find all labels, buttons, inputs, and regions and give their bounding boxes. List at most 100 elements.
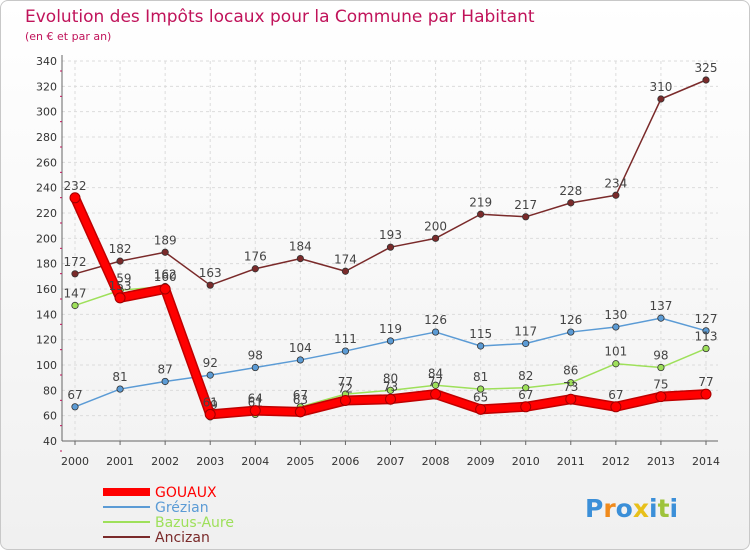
logo-letter: i: [649, 494, 658, 523]
y-tick-label: 140: [36, 308, 57, 321]
logo-letter: o: [616, 494, 633, 523]
x-tick-label: 2010: [512, 455, 540, 468]
y-tick-label: 240: [36, 182, 57, 195]
data-point: [116, 257, 124, 265]
legend-label: GOUAUX: [155, 485, 217, 501]
data-point: [702, 76, 710, 84]
data-label: 104: [289, 341, 312, 355]
y-tick-label: 260: [36, 156, 57, 169]
data-label: 193: [379, 228, 402, 242]
y-tick-label: 200: [36, 232, 57, 245]
y-tick-label: 160: [36, 283, 57, 296]
data-label: 80: [383, 371, 398, 385]
data-point: [430, 388, 442, 400]
data-label: 126: [559, 313, 582, 327]
data-label: 147: [64, 286, 87, 300]
data-label: 72: [338, 381, 353, 395]
data-label: 84: [428, 366, 443, 380]
data-point: [522, 384, 530, 392]
logo-letter: r: [603, 494, 616, 523]
y-tick-label: 60: [43, 410, 57, 423]
data-point: [477, 210, 485, 218]
data-point: [477, 385, 485, 393]
data-label: 182: [109, 242, 132, 256]
x-tick-label: 2011: [557, 455, 585, 468]
data-label: 67: [67, 388, 82, 402]
data-label: 126: [424, 313, 447, 327]
data-point: [567, 379, 575, 387]
logo-letter: P: [585, 494, 603, 523]
series-gr-zian: 67 81 87 92 98 104 111 119 126 115 117 126 130 137 127: [67, 299, 717, 411]
data-label: 176: [244, 250, 267, 264]
data-point: [116, 385, 124, 393]
data-label: 232: [64, 179, 87, 193]
data-point: [702, 344, 710, 353]
data-point: [71, 403, 79, 411]
chart-subtitle: (en € et par an): [25, 30, 111, 43]
data-point: [114, 292, 126, 304]
data-label: 111: [334, 332, 357, 346]
data-label: 75: [653, 378, 668, 392]
y-tick-label: 120: [36, 334, 57, 347]
x-tick-label: 2001: [106, 455, 134, 468]
data-point: [700, 388, 712, 400]
data-point: [206, 281, 214, 289]
data-point: [71, 270, 79, 278]
x-tick-label: 2004: [241, 455, 269, 468]
data-point: [567, 199, 575, 207]
data-label: 64: [248, 392, 263, 406]
data-point: [161, 377, 169, 386]
data-label: 228: [559, 184, 582, 198]
data-point: [431, 328, 440, 336]
data-point: [296, 255, 304, 263]
data-label: 163: [199, 266, 222, 280]
data-point: [206, 371, 214, 379]
axes: 40 60 80 100 120 140 160 180 200 220 240 260 280 300 3…: [36, 55, 720, 468]
data-label: 310: [649, 80, 672, 94]
data-label: 325: [695, 61, 718, 75]
data-label: 65: [473, 390, 488, 404]
data-point: [657, 314, 665, 322]
series-ancizan: 172 182 189 163 176 184 174 193 200 219 217 228 234 3…: [64, 61, 718, 289]
y-tick-label: 320: [36, 80, 57, 93]
data-point: [612, 323, 620, 331]
data-point: [386, 386, 395, 394]
data-label: 184: [289, 240, 312, 254]
data-label: 130: [604, 308, 627, 322]
data-label: 77: [428, 375, 443, 389]
x-tick-label: 2005: [286, 455, 314, 468]
data-point: [522, 339, 530, 348]
x-tick-label: 2014: [692, 455, 720, 468]
data-point: [204, 408, 216, 420]
data-point: [341, 347, 350, 355]
data-label: 92: [203, 356, 218, 370]
data-point: [386, 243, 395, 251]
data-point: [475, 403, 487, 415]
x-tick-label: 2000: [61, 455, 89, 468]
data-label: 189: [154, 233, 177, 247]
data-label: 98: [653, 349, 668, 363]
data-label: 81: [473, 370, 488, 384]
data-label: 73: [563, 380, 578, 394]
data-point: [567, 328, 575, 336]
data-label: 174: [334, 252, 357, 266]
data-label: 81: [112, 370, 127, 384]
series-lines: 172 182 189 163 176 184 174 193 200 219 217 228 234 3…: [64, 61, 718, 421]
data-point: [385, 393, 396, 405]
x-tick-label: 2006: [331, 455, 359, 468]
data-label: 63: [293, 393, 308, 407]
data-point: [251, 363, 259, 372]
data-label: 98: [248, 349, 263, 363]
data-point: [386, 337, 395, 345]
data-label: 113: [695, 330, 718, 344]
legend-label: Grézian: [155, 500, 209, 516]
data-label: 172: [64, 255, 87, 269]
y-tick-label: 180: [36, 258, 57, 271]
x-tick-label: 2009: [467, 455, 495, 468]
data-point: [251, 265, 259, 273]
y-tick-label: 40: [43, 435, 57, 448]
series-gouaux: 232 153 160 61 64 63 72 73 77 65 67 73 67 75 77: [64, 179, 714, 420]
data-label: 73: [383, 380, 398, 394]
